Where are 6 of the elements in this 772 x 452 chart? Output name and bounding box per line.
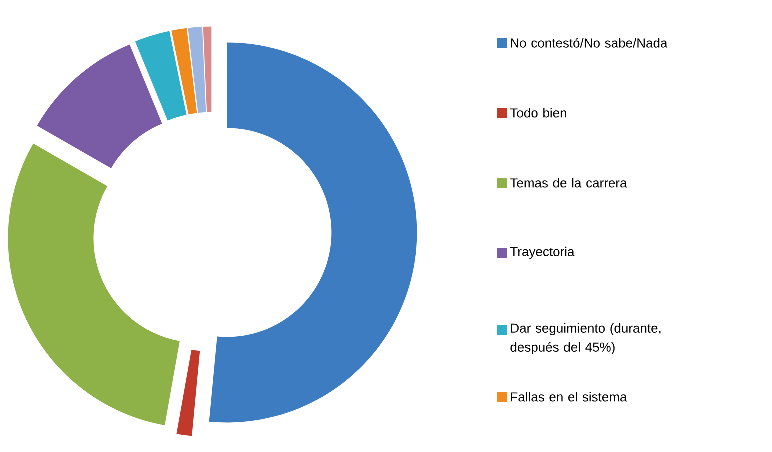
legend-label: No contestó/No sabe/Nada [511,38,668,48]
legend-label: Todo bien [510,108,566,118]
legend-label: Fallas en el sistema [511,392,628,402]
legend-label: Dar seguimiento (durante, después del 45%) [510,323,661,355]
legend-label: Temas de la carrera [510,178,628,188]
legend-label: Trayectoria [510,246,575,260]
